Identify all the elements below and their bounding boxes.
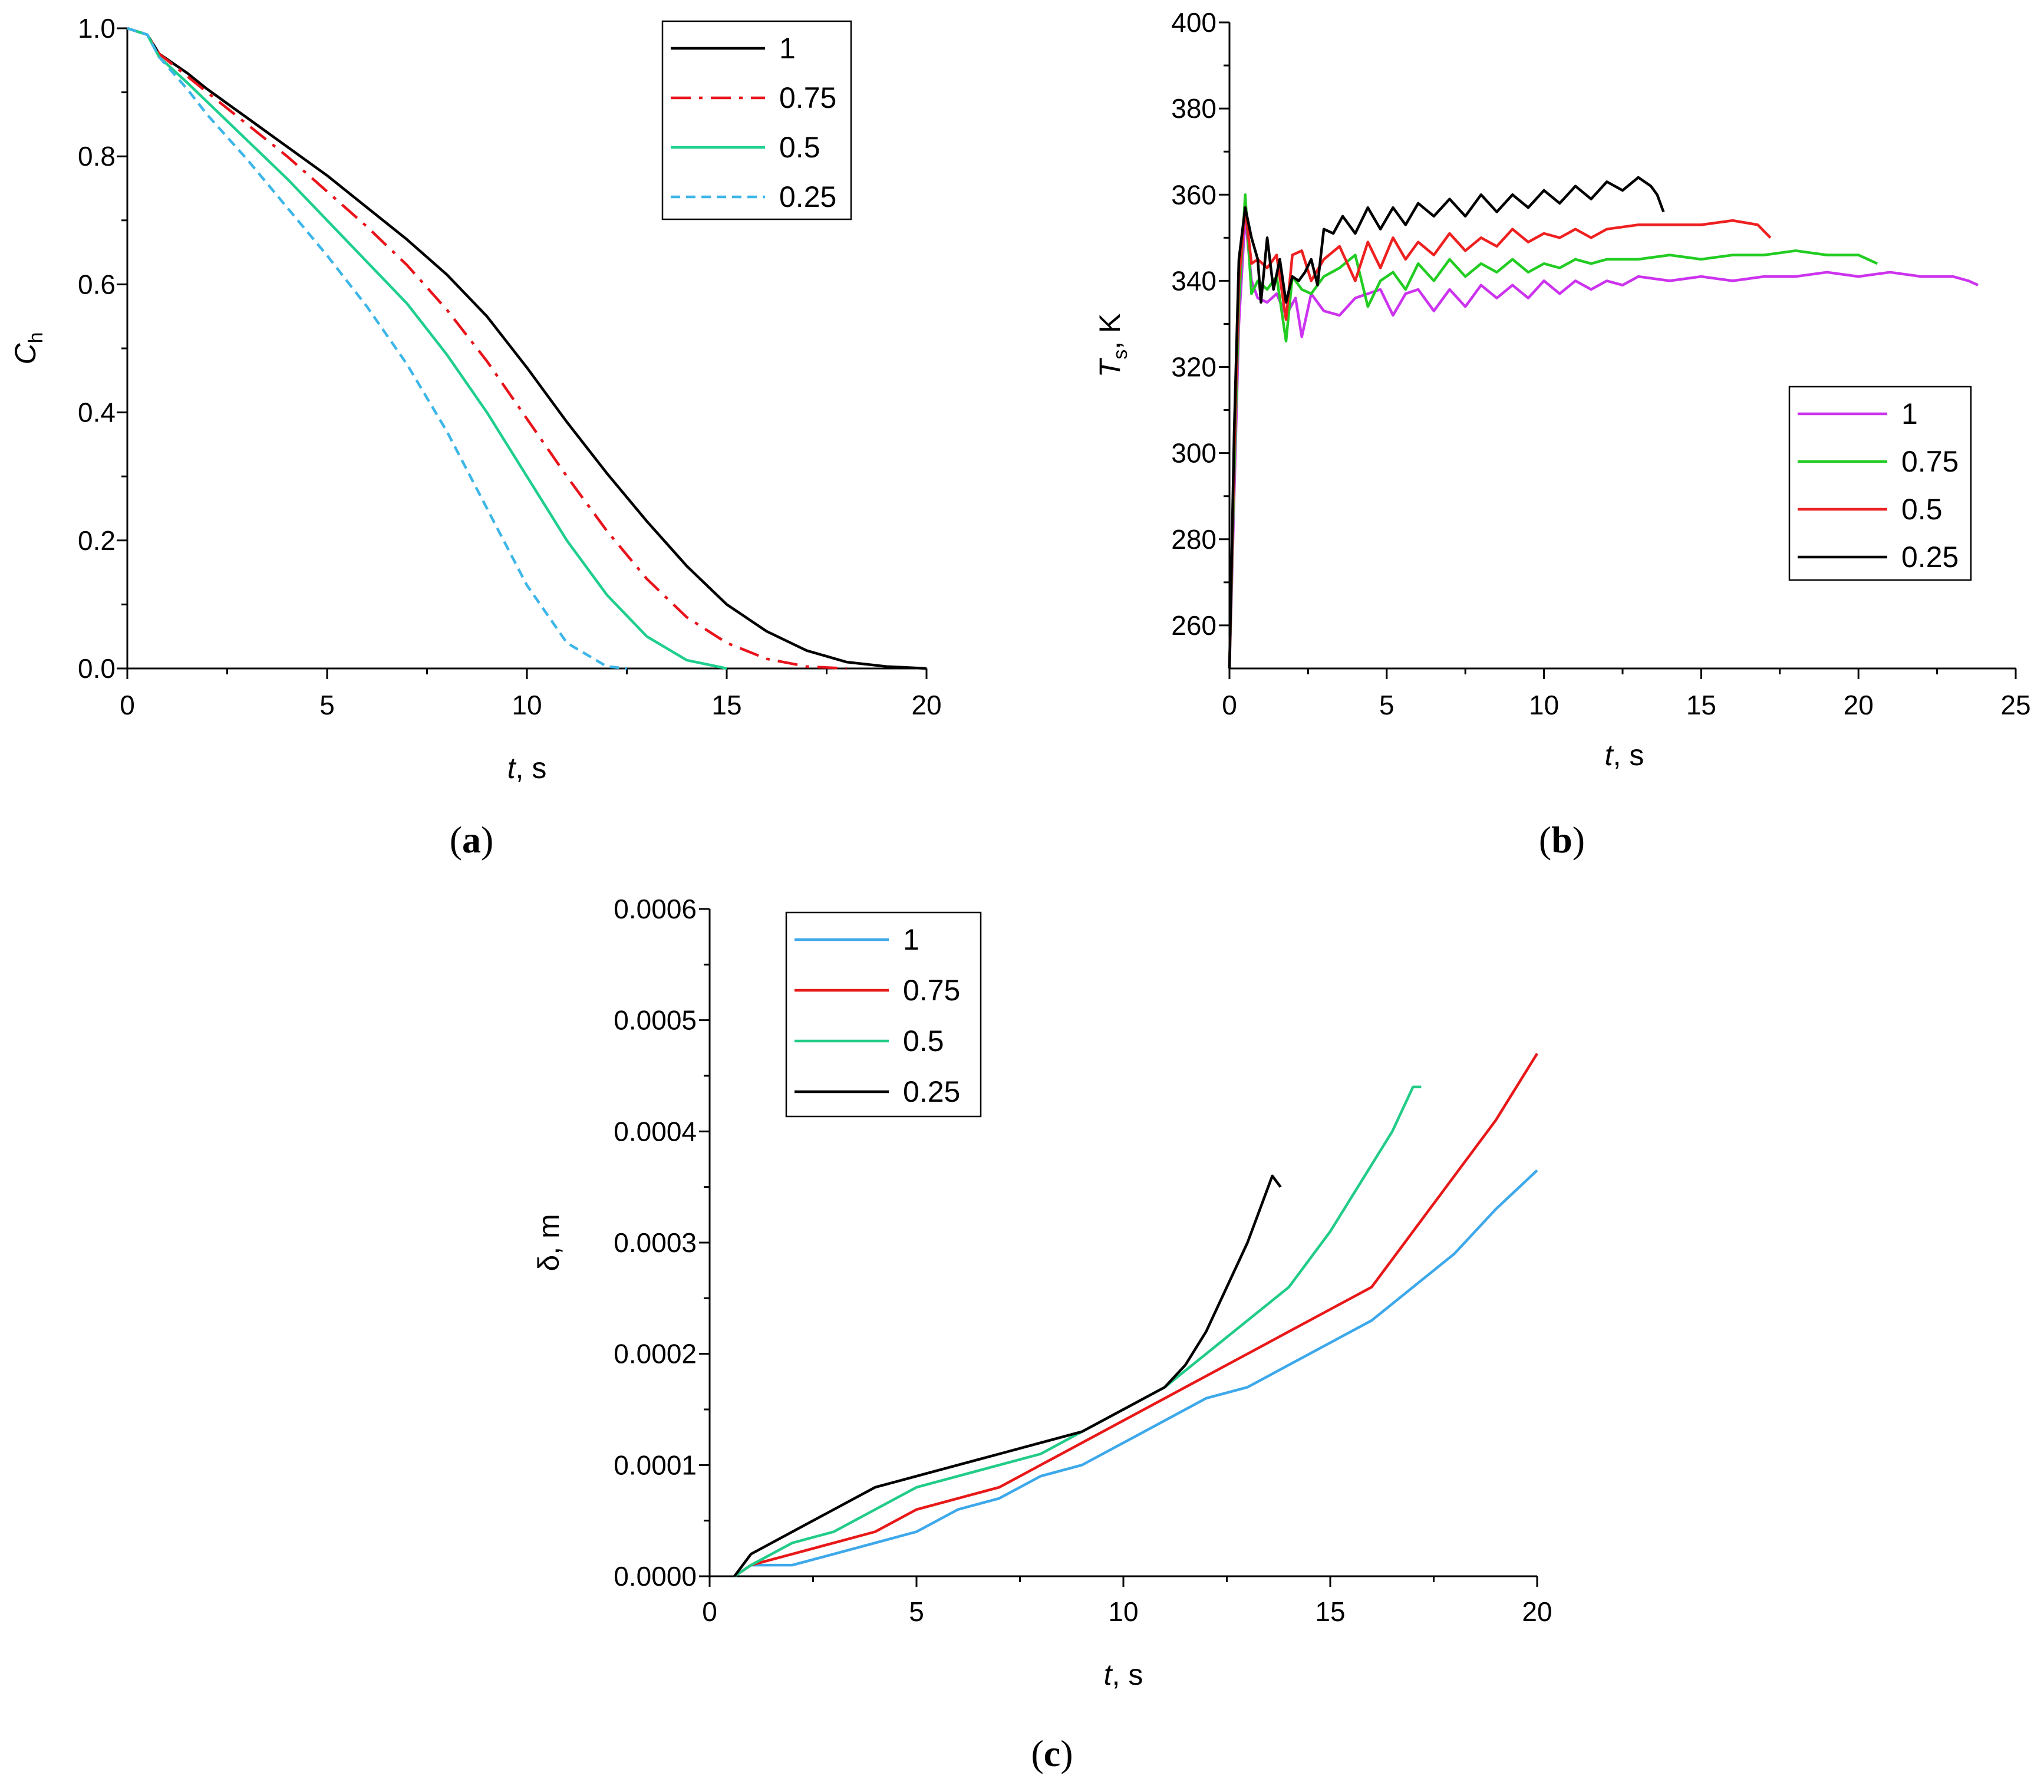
panel-label-open: ( — [1031, 1732, 1043, 1774]
y-tick-label: 300 — [1171, 438, 1216, 469]
legend-label-0.75: 0.75 — [779, 81, 836, 114]
legend-box — [1788, 386, 1972, 581]
y-axis-label: Ts, K — [1093, 314, 1132, 378]
x-axis-label: t, s — [507, 752, 547, 785]
series-line-1 — [127, 27, 927, 670]
x-axis-label-unit: , s — [516, 752, 547, 785]
x-tick-label: 5 — [1379, 690, 1394, 720]
y-tick-label: 0.0006 — [614, 894, 697, 924]
y-tick-label: 1.0 — [78, 13, 116, 44]
x-tick-label: 5 — [319, 690, 335, 720]
x-tick-label: 10 — [512, 690, 542, 720]
legend-label-1: 1 — [903, 923, 919, 956]
y-tick-label: 340 — [1171, 265, 1216, 296]
x-axis-label: t, s — [1605, 739, 1644, 772]
panel-label: (c) — [1031, 1732, 1073, 1774]
y-tick-label: 360 — [1171, 179, 1216, 210]
x-axis-label-var: t — [1104, 1658, 1113, 1691]
series-line-0.75 — [127, 27, 847, 670]
panel-label-close: ) — [1060, 1732, 1073, 1774]
y-tick-label: 380 — [1171, 93, 1216, 124]
y-tick-label: 0.0 — [78, 653, 116, 684]
series-line-0.25 — [127, 27, 627, 670]
panel-label-letter: a — [462, 819, 481, 861]
x-tick-label: 5 — [909, 1596, 924, 1627]
y-axis-label-unit: , K — [1093, 314, 1126, 350]
x-tick-label: 20 — [1522, 1596, 1552, 1627]
legend-label-1: 1 — [779, 32, 796, 65]
y-tick-label: 0.0000 — [614, 1561, 697, 1592]
y-tick-label: 0.8 — [78, 141, 116, 172]
series-line-0.25 — [733, 1174, 1282, 1577]
x-tick-label: 15 — [1686, 690, 1716, 720]
panel-label: (a) — [450, 819, 494, 861]
y-tick-label: 0.0002 — [614, 1339, 697, 1369]
legend-box — [661, 20, 852, 220]
y-axis-label-var: T — [1093, 357, 1126, 377]
y-tick-label: 0.0004 — [614, 1116, 697, 1147]
y-tick-label: 320 — [1171, 352, 1216, 383]
x-axis-label-unit: , s — [1112, 1658, 1143, 1691]
y-tick-label: 0.4 — [78, 397, 116, 428]
y-tick-label: 400 — [1171, 7, 1216, 38]
x-tick-label: 10 — [1529, 690, 1559, 720]
panel-label-open: ( — [1539, 819, 1551, 861]
series-line-0.25 — [1228, 176, 1665, 669]
series-line-0.5 — [1228, 206, 1772, 669]
x-tick-label: 20 — [911, 690, 941, 720]
x-tick-label: 15 — [1315, 1596, 1345, 1627]
y-tick-label: 0.2 — [78, 525, 116, 556]
y-axis-label-var: C — [9, 343, 42, 365]
panel-label-close: ) — [1572, 819, 1585, 861]
x-tick-label: 20 — [1844, 690, 1874, 720]
x-tick-label: 0 — [1222, 690, 1237, 720]
panel-c-chart: 0 5 10 15 20 0.0000 0.0001 0.0002 0.0003 0.0004 0.… — [532, 894, 1552, 1774]
series-line-1 — [733, 1169, 1538, 1577]
panel-b-chart: 0 5 10 15 20 25 260 280 300 320 340 360 380 400 t, s Ts… — [1093, 7, 2031, 861]
panel-label-close: ) — [481, 819, 493, 861]
panel-label: (b) — [1539, 819, 1585, 861]
x-axis-label-unit: , s — [1613, 739, 1644, 772]
y-axis-label-subscript: h — [25, 332, 47, 343]
y-tick-label: 280 — [1171, 524, 1216, 555]
x-tick-label: 0 — [120, 690, 135, 720]
y-tick-label: 0.6 — [78, 269, 116, 299]
y-axis-label: δ, m — [532, 1214, 565, 1271]
legend-label-0.5: 0.5 — [903, 1025, 944, 1058]
legend-label-0.25: 0.25 — [1901, 541, 1959, 574]
x-axis-label: t, s — [1104, 1658, 1143, 1691]
series-line-0.5 — [127, 27, 727, 670]
panel-a-chart: 0 5 10 15 20 0.0 0.2 0.4 0.6 0.8 1.0 t, s Ch 1 0.75 0.5… — [9, 13, 942, 861]
legend-label-0.5: 0.5 — [779, 131, 820, 164]
y-axis-label-subscript: s — [1109, 350, 1132, 360]
x-tick-label: 25 — [2000, 690, 2030, 720]
x-tick-label: 10 — [1108, 1596, 1138, 1627]
y-tick-label: 0.0005 — [614, 1005, 697, 1036]
y-axis-label: Ch — [9, 332, 47, 364]
legend-label-0.5: 0.5 — [1901, 493, 1943, 526]
legend-label-0.75: 0.75 — [1901, 445, 1959, 478]
x-tick-label: 15 — [711, 690, 741, 720]
legend-label-0.25: 0.25 — [779, 180, 836, 213]
y-tick-label: 0.0003 — [614, 1227, 697, 1258]
series-line-0.75 — [733, 1053, 1538, 1577]
x-axis-label-var: t — [1605, 739, 1614, 772]
x-tick-label: 0 — [702, 1596, 717, 1627]
y-tick-label: 260 — [1171, 610, 1216, 641]
legend-box — [785, 911, 982, 1118]
legend-label-1: 1 — [1901, 397, 1918, 430]
legend-label-0.25: 0.25 — [903, 1075, 960, 1108]
panel-label-letter: c — [1044, 1732, 1060, 1774]
panel-label-letter: b — [1551, 819, 1572, 861]
legend-label-0.75: 0.75 — [903, 974, 960, 1007]
y-tick-label: 0.0001 — [614, 1450, 697, 1480]
panel-label-open: ( — [450, 819, 462, 861]
x-axis-label-var: t — [507, 752, 517, 785]
